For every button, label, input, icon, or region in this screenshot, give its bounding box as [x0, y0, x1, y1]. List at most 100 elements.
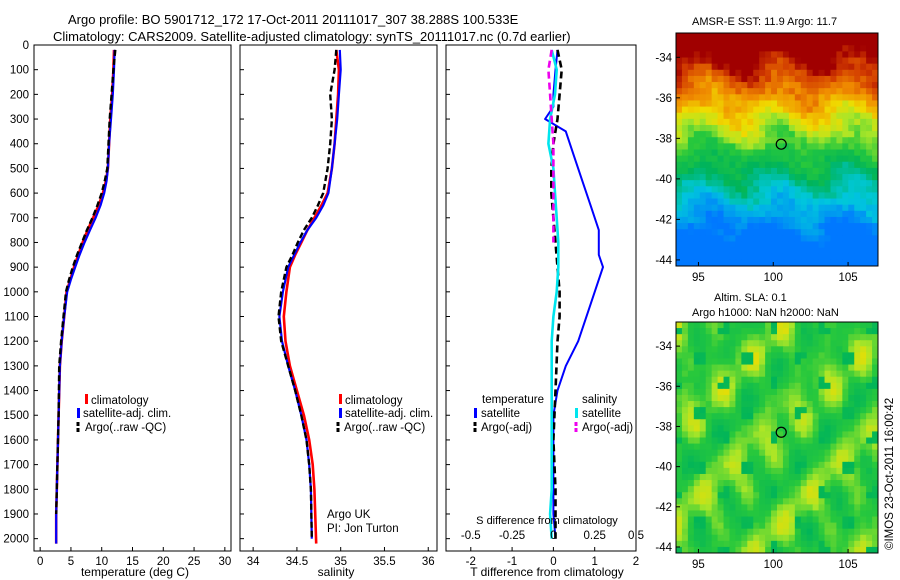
- map-cell: [759, 425, 766, 433]
- map-cell: [824, 33, 832, 40]
- depth-tick-label: 700: [10, 213, 29, 225]
- map-cell: [866, 216, 873, 224]
- map-cell: [705, 480, 713, 487]
- map-cell: [705, 419, 713, 426]
- map-cell: [806, 124, 814, 132]
- map-cell: [759, 180, 766, 187]
- depth-tick-label: 1900: [3, 509, 29, 521]
- map-cell: [860, 100, 867, 108]
- map-cell: [794, 155, 802, 163]
- map-cell: [866, 204, 873, 212]
- map-cell: [735, 510, 742, 518]
- map-cell: [824, 112, 832, 120]
- map-cell: [812, 413, 820, 420]
- map-cell: [735, 443, 742, 451]
- map-cell: [735, 186, 742, 194]
- map-cell: [747, 534, 754, 542]
- map-cell: [842, 443, 849, 451]
- map-cell: [824, 522, 832, 530]
- map-cell: [824, 69, 832, 77]
- map-cell: [854, 235, 861, 243]
- map-cell: [836, 322, 843, 329]
- map-cell: [705, 259, 713, 266]
- map-cell: [818, 192, 826, 200]
- map-cell: [777, 376, 784, 384]
- map-cell: [794, 534, 802, 542]
- map-cell: [747, 63, 754, 71]
- map-cell: [854, 51, 861, 59]
- map-cell: [759, 82, 766, 89]
- map-cell: [782, 407, 790, 414]
- map-cell: [806, 443, 814, 451]
- map-cell: [711, 431, 719, 439]
- map-cell: [818, 407, 826, 414]
- map-cell: [830, 413, 838, 420]
- depth-tick-label: 600: [10, 188, 29, 200]
- map-cell: [794, 419, 802, 426]
- map-cell: [693, 94, 701, 102]
- map-cell: [753, 382, 760, 390]
- map-cell: [771, 546, 778, 553]
- map-cell: [866, 528, 873, 536]
- map-cell: [699, 186, 707, 194]
- map-cell: [771, 69, 778, 77]
- map-cell: [866, 259, 873, 266]
- map-cell: [842, 137, 849, 144]
- map-cell: [771, 352, 778, 360]
- map-cell: [717, 455, 725, 463]
- map-cell: [717, 124, 725, 132]
- map-cell: [729, 235, 737, 243]
- map-cell: [747, 247, 754, 255]
- map-cell: [735, 192, 742, 200]
- map-cell: [812, 522, 820, 530]
- map-cell: [735, 229, 742, 236]
- map-cell: [753, 534, 760, 542]
- map-cell: [699, 334, 707, 341]
- map-cell: [866, 443, 873, 451]
- map-cell: [717, 510, 725, 518]
- map-cell: [676, 346, 683, 353]
- salinity-tick-label: 36: [422, 556, 435, 568]
- map-cell: [729, 167, 737, 175]
- map-cell: [818, 522, 826, 530]
- map-cell: [848, 461, 855, 469]
- map-cell: [705, 247, 713, 255]
- map-cell: [723, 229, 731, 236]
- map-cell: [872, 223, 878, 230]
- map-cell: [771, 204, 778, 212]
- map-cell: [759, 480, 766, 487]
- map-cell: [842, 510, 849, 518]
- map-cell: [777, 370, 784, 378]
- map-cell: [735, 137, 742, 144]
- legend-t-satellite-label: satellite: [481, 408, 520, 420]
- map-cell: [711, 100, 719, 108]
- map-cell: [818, 88, 826, 95]
- map-cell: [860, 33, 867, 40]
- map-cell: [759, 259, 766, 266]
- map-cell: [771, 431, 778, 439]
- map-cell: [788, 253, 796, 261]
- map-cell: [836, 63, 843, 71]
- map-cell: [860, 259, 867, 266]
- map-cell: [723, 198, 731, 206]
- map-lat-tick-label: -42: [655, 502, 672, 514]
- map-cell: [765, 51, 772, 59]
- map-cell: [788, 229, 796, 236]
- map-cell: [866, 118, 873, 126]
- map-cell: [771, 510, 778, 518]
- map-cell: [872, 161, 878, 169]
- map-cell: [788, 461, 796, 469]
- map-cell: [800, 364, 808, 372]
- map-cell: [794, 247, 802, 255]
- map-cell: [836, 229, 843, 236]
- map-cell: [860, 88, 867, 95]
- map-cell: [854, 229, 861, 236]
- map-cell: [806, 510, 814, 518]
- map-cell: [854, 401, 861, 408]
- map-cell: [741, 546, 748, 553]
- map-cell: [788, 235, 796, 243]
- map-cell: [782, 346, 790, 353]
- map-cell: [699, 431, 707, 439]
- map-cell: [777, 204, 784, 212]
